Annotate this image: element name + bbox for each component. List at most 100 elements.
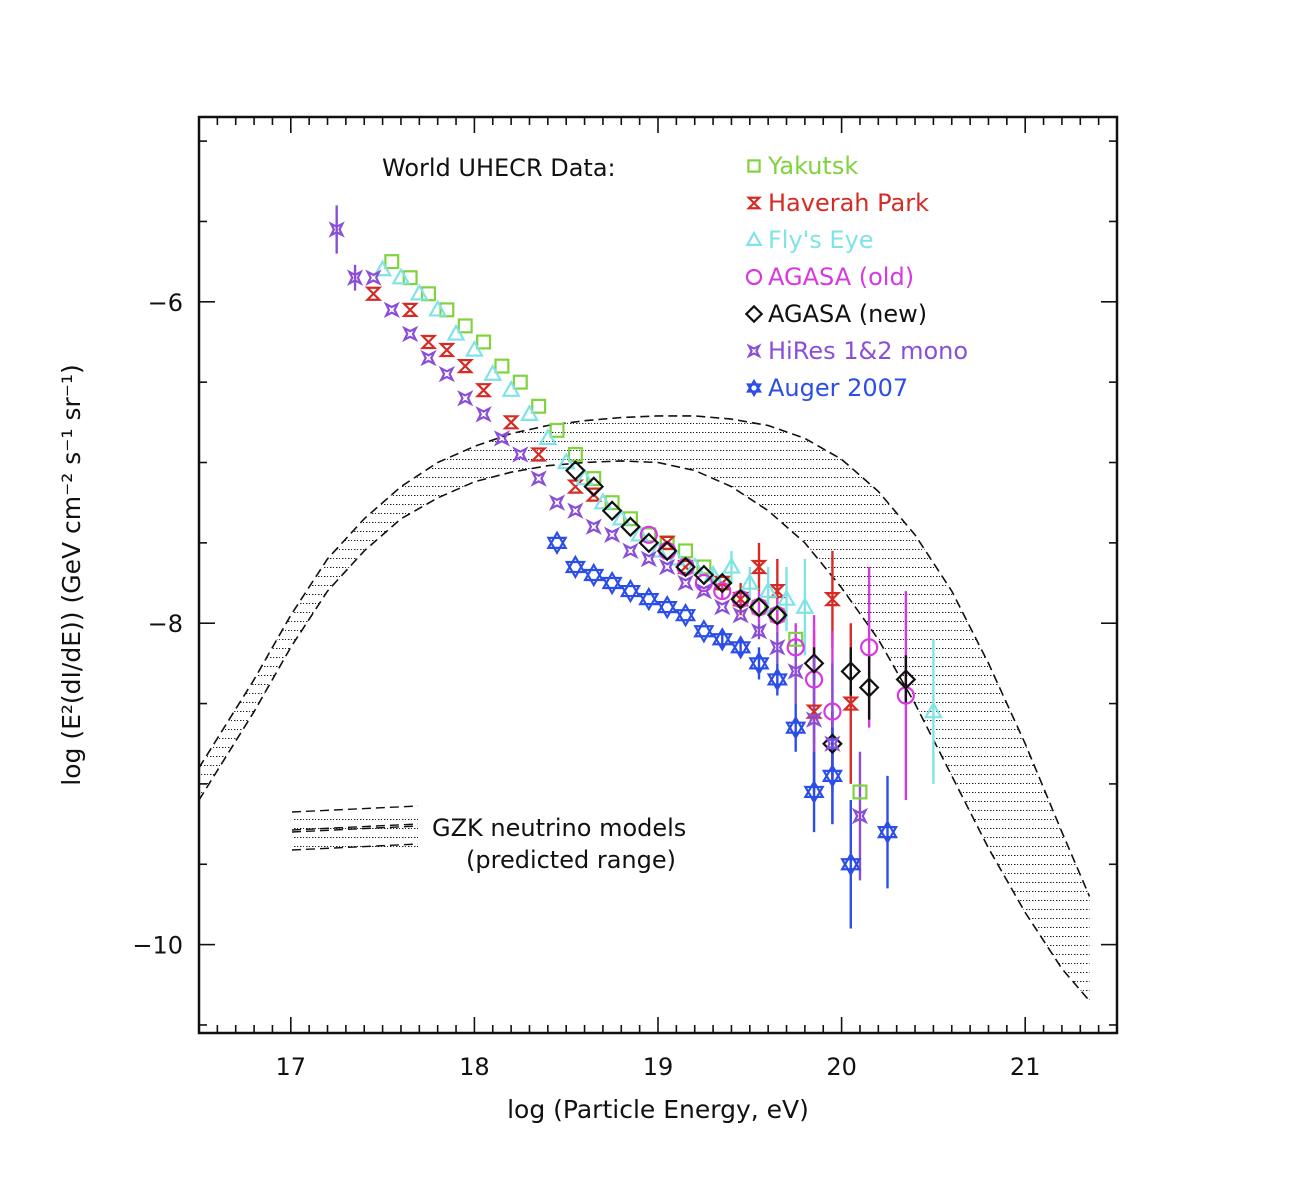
- band-swatch-fill: [292, 812, 418, 830]
- agasa-new-point: [675, 556, 696, 578]
- hires-1-2-mono-point: [851, 807, 869, 825]
- band-annotation-line2: (predicted range): [466, 846, 676, 874]
- hires-1-2-mono-point: [769, 639, 786, 656]
- agasa-new-point: [711, 572, 733, 594]
- legend-hires-1-2-mono-icon: [746, 343, 762, 359]
- haverah-park-point: [502, 415, 520, 430]
- x-tick-label: 19: [643, 1053, 674, 1081]
- hires-1-2-mono-point: [585, 518, 602, 535]
- legend-agasa-old-label: AGASA (old): [768, 263, 914, 291]
- fly-s-eye-point: [483, 363, 503, 381]
- fly-s-eye-point: [520, 404, 539, 421]
- hires-1-2-mono-point: [457, 390, 474, 407]
- hires-1-2-mono-point: [824, 735, 841, 752]
- agasa-new-point: [858, 677, 880, 698]
- band-annotation-line1: GZK neutrino models: [432, 814, 686, 842]
- axis-ticks: [198, 117, 1118, 1033]
- star6-down: [876, 826, 899, 845]
- y-tick-label: −8: [148, 610, 183, 638]
- hires-1-2-mono-point: [512, 446, 529, 463]
- agasa-new-point: [895, 669, 917, 690]
- auger-2007-point: [674, 602, 697, 628]
- yakutsk-point: [494, 358, 510, 374]
- fly-s-eye-point: [464, 339, 484, 357]
- legend-fly-s-eye-icon: [745, 230, 763, 246]
- x-axis-label: log (Particle Energy, eV): [507, 1095, 809, 1124]
- star6-up: [674, 602, 697, 622]
- agasa-old-point: [823, 702, 842, 721]
- yakutsk-point: [512, 374, 528, 390]
- legend: Yakutsk Haverah Park Fly's Eye AGASA (old) A…: [744, 152, 968, 402]
- haverah-park-point: [364, 286, 383, 301]
- hires-1-2-mono-point: [787, 663, 804, 680]
- legend-auger-2007-icon: [746, 378, 762, 398]
- hires-1-2-mono-point: [548, 494, 566, 511]
- auger-2007-point: [876, 819, 899, 845]
- fly-s-eye-point: [923, 701, 943, 719]
- fly-s-eye-point: [446, 323, 466, 341]
- y-tick-label: −6: [148, 289, 183, 317]
- hires-1-2-mono-point: [420, 349, 437, 367]
- agasa-new-point: [748, 596, 770, 618]
- band-swatch-edge: [291, 823, 419, 831]
- auger-2007-point: [656, 594, 678, 620]
- x-tick-label: 18: [459, 1053, 490, 1081]
- agasa-new-point: [601, 500, 623, 522]
- yakutsk-point: [751, 599, 767, 615]
- legend-haverah-park-icon: [746, 196, 762, 210]
- star6-down: [785, 721, 807, 740]
- star6-up: [748, 651, 770, 670]
- fly-s-eye-point: [777, 588, 796, 606]
- star6-down: [583, 568, 605, 588]
- band-swatch-fill: [292, 832, 418, 850]
- auger-2007-point: [546, 530, 568, 556]
- band-swatch: [291, 805, 419, 851]
- star6-up: [711, 627, 733, 646]
- star6-up: [638, 586, 660, 606]
- legend-agasa-new-icon: [744, 304, 764, 324]
- auger-2007-point: [564, 554, 586, 580]
- fly-s-eye-point: [630, 524, 650, 542]
- hires-1-2-mono-point: [401, 325, 419, 343]
- agasa-old-point: [639, 525, 658, 544]
- band-swatch-edge: [291, 805, 419, 813]
- yakutsk-point: [457, 318, 473, 334]
- y-axis-label: log (E²(dI/dE)) (GeV cm⁻² s⁻¹ sr⁻¹): [57, 364, 86, 785]
- auger-2007-point: [619, 578, 642, 604]
- auger-2007-point: [766, 667, 788, 692]
- star6-down: [821, 769, 843, 789]
- agasa-new-point: [766, 604, 788, 626]
- yakutsk-point: [549, 422, 565, 438]
- gzk-band-fill: [199, 415, 1090, 1001]
- star6-down: [803, 785, 825, 805]
- agasa-new-point: [638, 532, 660, 554]
- gzk-band-lower: [199, 460, 1091, 1002]
- star6-up: [785, 715, 807, 734]
- agasa-new-point: [693, 564, 715, 586]
- auger-2007-point: [601, 570, 623, 596]
- agasa-old-point: [860, 638, 879, 657]
- fly-s-eye-point: [593, 492, 613, 510]
- legend-title: World UHECR Data:: [382, 154, 616, 182]
- haverah-park-point: [842, 696, 860, 711]
- auger-2007-point: [693, 619, 715, 644]
- star6-up: [546, 530, 568, 549]
- fly-s-eye-point: [575, 468, 595, 486]
- band-swatch-edge: [291, 825, 419, 833]
- legend-auger-2007-label: Auger 2007: [768, 374, 908, 402]
- hires-1-2-mono-point: [805, 711, 823, 728]
- legend-fly-s-eye-label: Fly's Eye: [768, 226, 874, 254]
- fly-s-eye-point: [373, 259, 393, 277]
- tick-labels: 17 18 19 20 21 −6 −8 −10: [132, 289, 1040, 1081]
- x-tick-label: 20: [826, 1053, 857, 1081]
- agasa-new-point: [803, 653, 825, 674]
- star6-up: [656, 594, 678, 614]
- hires-1-2-mono-point: [659, 558, 676, 576]
- auger-2007-point: [803, 779, 825, 805]
- hires-1-2-mono-point: [622, 542, 639, 560]
- star6-down: [674, 609, 697, 628]
- auger-2007-point: [821, 763, 843, 789]
- auger-2007-point: [711, 627, 733, 652]
